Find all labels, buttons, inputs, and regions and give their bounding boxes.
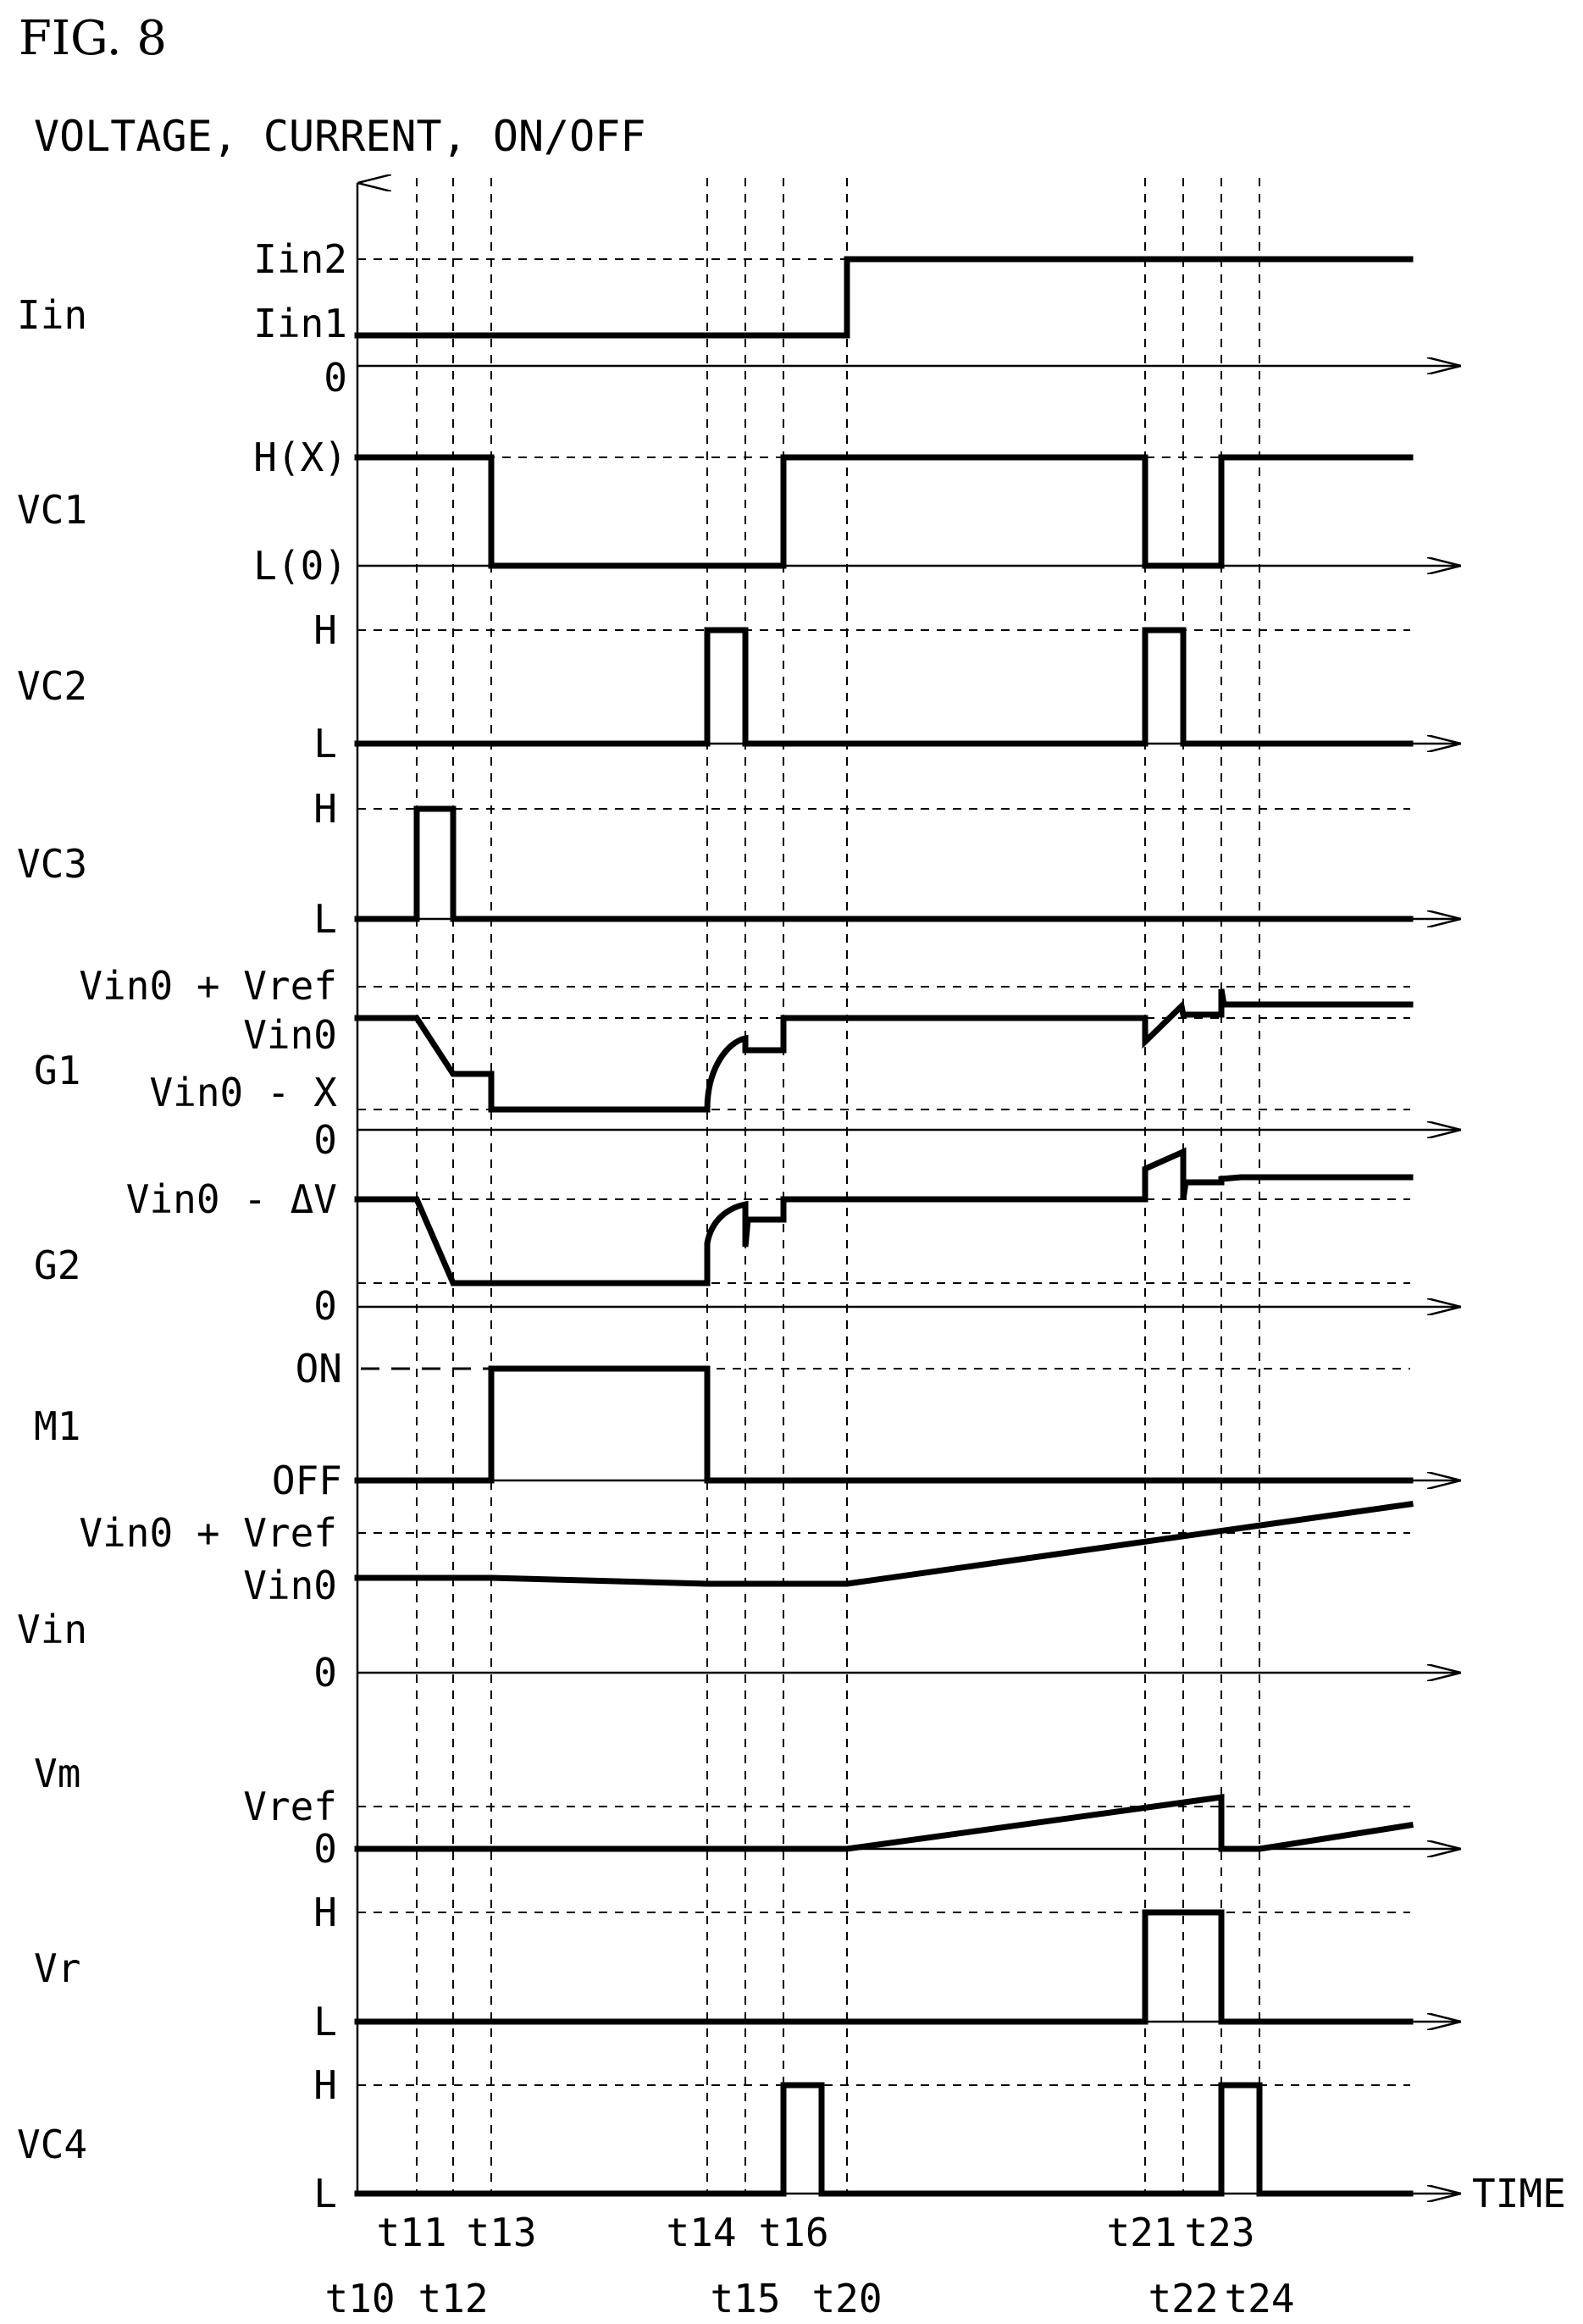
level-g1-vin0-x: Vin0 - X: [149, 1070, 337, 1115]
wave-vin: [354, 1501, 1414, 1587]
wave-vc2: [354, 627, 1414, 747]
level-vc2-h: H: [313, 607, 337, 653]
level-vin-0: 0: [313, 1650, 337, 1696]
baselines: [357, 366, 1461, 2194]
level-vc3-l: L: [313, 896, 337, 942]
tick-label-t13: t13: [466, 2210, 536, 2255]
tick-label-t20: t20: [811, 2276, 882, 2321]
wave-m1: [354, 1365, 1414, 1484]
tick-label-t14: t14: [666, 2210, 736, 2255]
signal-name-vc1: VC1: [17, 487, 87, 533]
wave-vm: [354, 1793, 1414, 1852]
signal-names: Iin VC1 VC2 VC3 G1 G2 M1 Vin Vm Vr VC4: [17, 292, 87, 2167]
level-iin-iin1: Iin1: [253, 301, 347, 346]
level-vc1-l: L(0): [253, 543, 347, 589]
time-guides: [416, 178, 1260, 2194]
level-vc4-h: H: [313, 2062, 337, 2108]
level-iin-iin2: Iin2: [253, 236, 347, 282]
signal-name-vc2: VC2: [17, 663, 87, 709]
level-g1-vin0-vref: Vin0 + Vref: [79, 963, 337, 1009]
tick-label-t11: t11: [376, 2210, 446, 2255]
wave-vr: [354, 1909, 1414, 2025]
level-labels: Iin2 Iin1 0 H(X) L(0) H L H L Vin0 + Vre…: [79, 236, 347, 2216]
level-vc4-l: L: [313, 2171, 337, 2216]
signal-name-g2: G2: [34, 1242, 80, 1288]
level-g1-vin0: Vin0: [243, 1012, 337, 1058]
tick-label-t21: t21: [1106, 2210, 1176, 2255]
signal-name-vm: Vm: [34, 1751, 80, 1796]
wave-g1: [354, 988, 1414, 1113]
level-vm-0: 0: [313, 1826, 337, 1872]
time-tick-labels: t10 t11 t12 t13 t14 t15 t16 t20 t21 t22 …: [324, 2210, 1294, 2321]
level-g2-0: 0: [313, 1283, 337, 1329]
level-vr-h: H: [313, 1890, 337, 1935]
axis-header: VOLTAGE, CURRENT, ON/OFF: [34, 112, 645, 161]
wave-vc1: [354, 454, 1414, 569]
signal-name-iin: Iin: [17, 292, 87, 338]
level-vr-l: L: [313, 1999, 337, 2045]
tick-label-t22: t22: [1148, 2276, 1218, 2321]
signal-name-vin: Vin: [17, 1607, 87, 1652]
figure-title: FIG. 8: [19, 11, 167, 66]
waveforms: [354, 256, 1414, 2197]
level-vin-vin0-vref: Vin0 + Vref: [79, 1510, 337, 1556]
time-axis-label: TIME: [1472, 2171, 1566, 2216]
level-vc1-h: H(X): [253, 434, 347, 480]
level-guides: [357, 258, 1410, 2086]
level-g2-vin0-dv: Vin0 - ΔV: [126, 1176, 337, 1222]
level-g1-0: 0: [313, 1117, 337, 1163]
wave-iin: [354, 256, 1414, 339]
signal-name-m1: M1: [34, 1403, 80, 1449]
level-vc3-h: H: [313, 786, 337, 832]
tick-label-t24: t24: [1224, 2276, 1294, 2321]
signal-name-vc3: VC3: [17, 841, 87, 887]
signal-name-g1: G1: [34, 1048, 80, 1093]
tick-label-t12: t12: [418, 2276, 488, 2321]
signal-name-vr: Vr: [34, 1945, 80, 1991]
level-vc2-l: L: [313, 721, 337, 766]
level-vm-vref: Vref: [243, 1784, 337, 1829]
tick-label-t15: t15: [710, 2276, 780, 2321]
level-vin-vin0: Vin0: [243, 1563, 337, 1608]
wave-vc3: [354, 805, 1414, 922]
level-m1-on: ON: [296, 1346, 342, 1392]
wave-vc4: [354, 2082, 1414, 2197]
wave-g2: [354, 1147, 1414, 1286]
signal-name-vc4: VC4: [17, 2122, 87, 2167]
level-m1-off: OFF: [272, 1458, 342, 1503]
tick-label-t16: t16: [758, 2210, 828, 2255]
tick-label-t10: t10: [324, 2276, 395, 2321]
level-iin-0: 0: [324, 355, 347, 401]
tick-label-t23: t23: [1184, 2210, 1254, 2255]
